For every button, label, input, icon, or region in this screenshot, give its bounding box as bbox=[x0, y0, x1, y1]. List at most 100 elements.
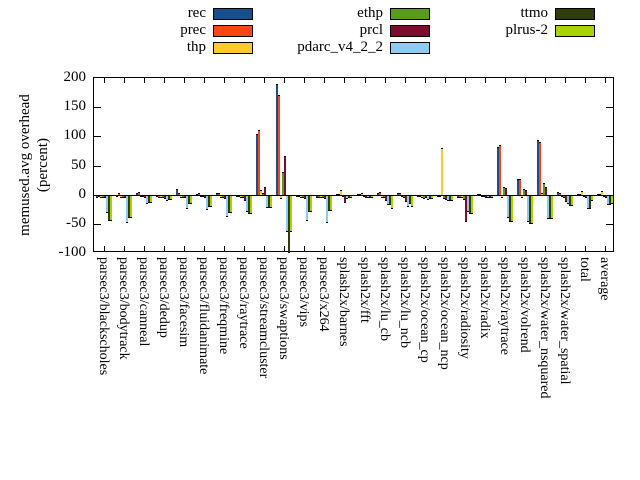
bar-rec bbox=[316, 196, 318, 198]
legend-swatch-rec bbox=[213, 8, 253, 20]
bar-plrus-2 bbox=[130, 196, 132, 218]
bar-pdarc_v4_2_2 bbox=[266, 196, 268, 208]
bar-rec bbox=[437, 196, 439, 197]
bar-ethp bbox=[543, 183, 545, 195]
x-category-label: parsec3/swaptions bbox=[276, 257, 291, 360]
bar-thp bbox=[100, 196, 102, 198]
x-tick-mark bbox=[184, 78, 185, 83]
bar-rec bbox=[336, 194, 338, 195]
x-tick-mark bbox=[204, 246, 205, 251]
bar-ttmo bbox=[549, 196, 551, 219]
x-category-label: splash2x/barnes bbox=[336, 257, 351, 347]
y-tick-mark bbox=[94, 136, 101, 137]
zero-baseline bbox=[94, 195, 613, 196]
bar-rec bbox=[377, 193, 379, 195]
bar-plrus-2 bbox=[110, 196, 112, 221]
bar-rec bbox=[597, 194, 599, 195]
bar-ttmo bbox=[529, 196, 531, 224]
bar-ttmo bbox=[328, 196, 330, 211]
bar-ethp bbox=[302, 196, 304, 198]
bar-thp bbox=[280, 196, 282, 199]
bar-prcl bbox=[545, 187, 547, 195]
bar-ttmo bbox=[389, 196, 391, 205]
x-category-label: total bbox=[577, 257, 592, 282]
bar-prec bbox=[338, 194, 340, 195]
bar-thp bbox=[160, 196, 162, 198]
bar-ethp bbox=[282, 172, 284, 195]
x-tick-mark bbox=[244, 246, 245, 251]
x-tick-mark bbox=[425, 78, 426, 83]
bar-plrus-2 bbox=[551, 196, 553, 219]
bar-thp bbox=[441, 148, 443, 195]
y-tick-mark bbox=[606, 224, 613, 225]
bar-prcl bbox=[525, 190, 527, 195]
bar-rec bbox=[156, 196, 158, 197]
bar-thp bbox=[381, 196, 383, 198]
bar-thp bbox=[581, 191, 583, 195]
x-category-label: parsec3/freqmine bbox=[216, 257, 231, 355]
bar-rec bbox=[457, 196, 459, 198]
bar-prec bbox=[298, 196, 300, 197]
bar-prcl bbox=[264, 187, 266, 195]
x-category-label: parsec3/x264 bbox=[316, 257, 331, 332]
legend-swatch-ethp bbox=[390, 8, 430, 20]
bar-thp bbox=[120, 196, 122, 198]
bar-rec bbox=[497, 147, 499, 195]
x-tick-mark bbox=[264, 78, 265, 83]
bar-rec bbox=[276, 84, 278, 195]
bar-pdarc_v4_2_2 bbox=[567, 196, 569, 204]
bar-plrus-2 bbox=[611, 196, 613, 204]
bar-ttmo bbox=[409, 196, 411, 204]
bar-prec bbox=[138, 192, 140, 195]
x-tick-mark bbox=[585, 78, 586, 83]
bar-plrus-2 bbox=[471, 196, 473, 214]
x-tick-mark bbox=[585, 246, 586, 251]
x-tick-mark bbox=[184, 246, 185, 251]
legend-swatch-ttmo bbox=[555, 8, 595, 20]
bar-ethp bbox=[443, 196, 445, 199]
bar-prec bbox=[419, 196, 421, 197]
bar-ttmo bbox=[369, 196, 371, 198]
bar-thp bbox=[601, 191, 603, 195]
x-tick-mark bbox=[485, 246, 486, 251]
bar-ttmo bbox=[509, 196, 511, 222]
bar-prcl bbox=[465, 196, 467, 222]
legend-swatch-thp bbox=[213, 42, 253, 54]
bar-thp bbox=[521, 196, 523, 198]
x-category-label: average bbox=[597, 257, 612, 301]
bar-prec bbox=[318, 196, 320, 198]
legend-label-ethp: ethp bbox=[357, 5, 383, 21]
x-category-label: splash2x/radiosity bbox=[457, 257, 472, 359]
bar-prcl bbox=[164, 196, 166, 199]
bar-plrus-2 bbox=[491, 196, 493, 198]
bar-ethp bbox=[182, 196, 184, 198]
x-tick-mark bbox=[445, 246, 446, 251]
bar-prec bbox=[399, 193, 401, 195]
bar-ethp bbox=[142, 196, 144, 197]
bar-pdarc_v4_2_2 bbox=[587, 196, 589, 209]
x-tick-mark bbox=[244, 78, 245, 83]
x-category-label: parsec3/canneal bbox=[136, 257, 151, 347]
bar-plrus-2 bbox=[531, 196, 533, 224]
bar-pdarc_v4_2_2 bbox=[186, 196, 188, 209]
y-tick-mark bbox=[94, 107, 101, 108]
x-category-label: splash2x/lu_ncb bbox=[397, 257, 412, 348]
bar-prec bbox=[459, 196, 461, 198]
bar-pdarc_v4_2_2 bbox=[387, 196, 389, 205]
bar-prcl bbox=[124, 196, 126, 198]
x-tick-mark bbox=[104, 246, 105, 251]
bar-pdarc_v4_2_2 bbox=[527, 196, 529, 222]
x-tick-mark bbox=[224, 78, 225, 83]
legend-label-prec: prec bbox=[180, 22, 206, 38]
bar-ethp bbox=[262, 193, 264, 195]
bar-ttmo bbox=[128, 196, 130, 218]
legend-label-pdarc_v4_2_2: pdarc_v4_2_2 bbox=[297, 39, 383, 55]
bar-ethp bbox=[322, 196, 324, 198]
bar-pdarc_v4_2_2 bbox=[607, 196, 609, 205]
bar-ethp bbox=[202, 196, 204, 197]
bar-prec bbox=[198, 193, 200, 195]
bar-prcl bbox=[585, 196, 587, 198]
bar-thp bbox=[200, 196, 202, 197]
bar-prec bbox=[118, 193, 120, 195]
